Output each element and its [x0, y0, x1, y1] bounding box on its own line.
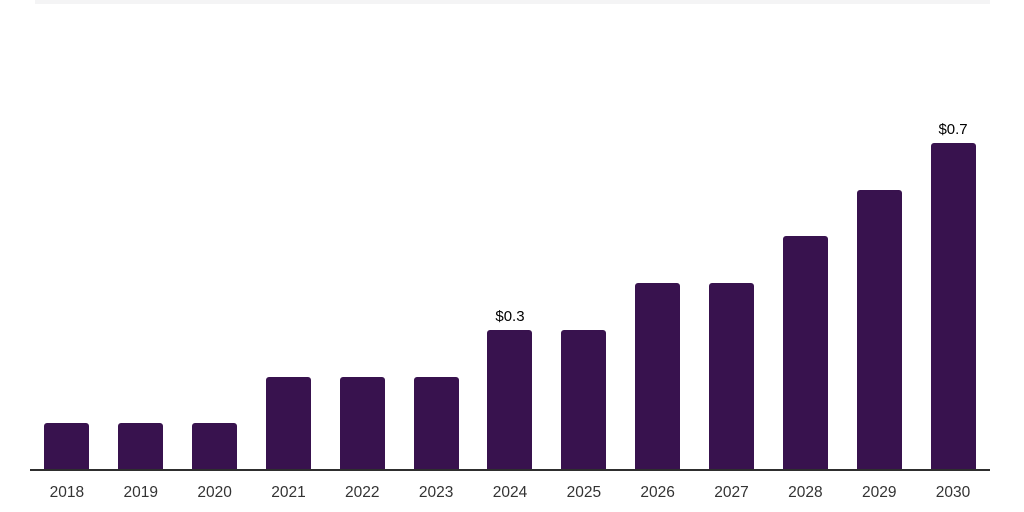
bar-column-2030: $0.7 — [916, 0, 990, 470]
data-label: $0.3 — [495, 308, 525, 325]
bar-column-2024: $0.3 — [473, 0, 547, 470]
x-tick-label-2020: 2020 — [197, 484, 232, 501]
data-label: $0.7 — [938, 121, 968, 138]
bar-2019 — [118, 423, 164, 470]
x-axis-line — [30, 469, 990, 471]
bar-2030 — [930, 143, 976, 470]
x-tick-label-2019: 2019 — [123, 484, 158, 501]
x-tick-label-2028: 2028 — [788, 484, 823, 501]
x-tick-label-2026: 2026 — [640, 484, 675, 501]
bar-column-2023 — [399, 0, 473, 470]
bar-column-2020 — [178, 0, 252, 470]
x-tick-label-2025: 2025 — [566, 484, 602, 501]
bar-chart-plot-area: $0.3 $0.7 — [30, 0, 990, 470]
x-tick-label-2022: 2022 — [345, 484, 380, 501]
bar-column-2019 — [104, 0, 178, 470]
x-tick-label-2029: 2029 — [861, 484, 897, 501]
bar-2020 — [192, 423, 238, 470]
bar-column-2022 — [325, 0, 399, 470]
bar-2025 — [561, 330, 607, 470]
bar-column-2028 — [768, 0, 842, 470]
x-tick-label-2030: 2030 — [935, 484, 971, 501]
bar-2026 — [635, 283, 681, 470]
bar-2029 — [856, 190, 902, 470]
bar-2028 — [782, 236, 828, 470]
bar-2023 — [413, 377, 459, 470]
bar-column-2026 — [621, 0, 695, 470]
bar-2027 — [709, 283, 755, 470]
x-tick-label-2021: 2021 — [271, 484, 306, 501]
x-tick-label-2027: 2027 — [714, 484, 749, 501]
bar-column-2018 — [30, 0, 104, 470]
x-tick-label-2023: 2023 — [418, 484, 454, 501]
bar-2018 — [44, 423, 90, 470]
bar-column-2025 — [547, 0, 621, 470]
bar-2022 — [339, 377, 385, 470]
bar-column-2029 — [842, 0, 916, 470]
x-axis-tick-labels: 2018 2019 2020 2021 2022 2023 2024 2025 2026 2027… — [30, 485, 990, 501]
bar-2021 — [265, 377, 311, 470]
top-divider — [35, 0, 990, 4]
x-tick-label-2018: 2018 — [49, 484, 85, 501]
bar-column-2021 — [252, 0, 326, 470]
x-tick-label-2024: 2024 — [492, 484, 528, 501]
bar-column-2027 — [695, 0, 769, 470]
bar-2024 — [487, 330, 533, 470]
bars-row: $0.3 $0.7 — [30, 0, 990, 470]
